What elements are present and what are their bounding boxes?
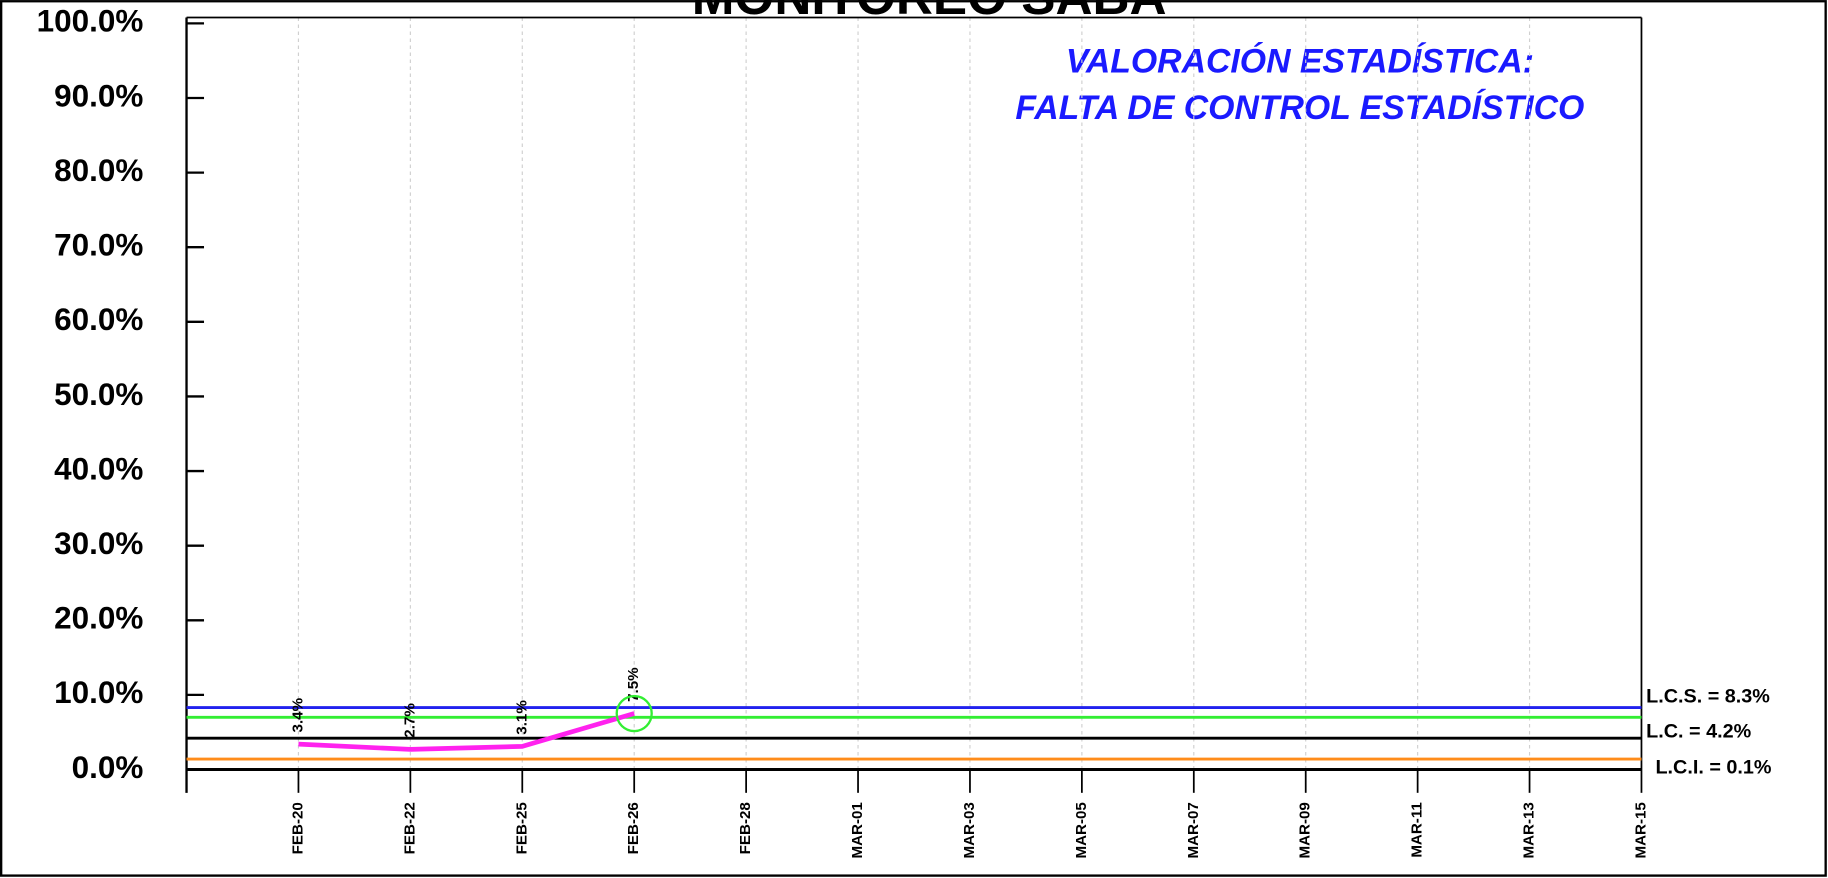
data-label: 3.4% — [289, 697, 306, 732]
x-tick-label: MAR-13 — [1521, 802, 1538, 858]
y-tick-label: 70.0% — [54, 228, 143, 263]
x-tick-label: MAR-11 — [1409, 802, 1426, 858]
annotation: VALORACIÓN ESTADÍSTICA: — [1066, 42, 1534, 80]
highlight-circle — [615, 694, 653, 733]
x-tick-label: MAR-03 — [961, 802, 978, 858]
y-tick-label: 0.0% — [72, 750, 144, 785]
x-tick-label: MAR-09 — [1297, 802, 1314, 858]
y-tick-label: 60.0% — [54, 302, 143, 337]
x-tick-label: MAR-07 — [1185, 802, 1202, 858]
y-tick-label: 50.0% — [54, 377, 143, 412]
x-tick-label: FEB-25 — [513, 802, 530, 854]
x-tick-label: FEB-28 — [737, 802, 754, 854]
annotation: FALTA DE CONTROL ESTADÍSTICO — [1015, 89, 1584, 127]
limit-label: L.C.I. = 0.1% — [1655, 757, 1771, 779]
y-tick-label: 40.0% — [54, 451, 143, 486]
y-tick-label: 30.0% — [54, 526, 143, 561]
data-label: 3.1% — [513, 700, 530, 735]
y-tick-label: 100.0% — [37, 4, 144, 39]
limit-label: L.C.S. = 8.3% — [1646, 685, 1770, 707]
x-tick-label: MAR-01 — [849, 802, 866, 858]
limit-label: L.C. = 4.2% — [1646, 720, 1751, 742]
x-tick-label: FEB-26 — [625, 802, 642, 854]
y-tick-label: 20.0% — [54, 601, 143, 636]
x-tick-label: FEB-20 — [289, 802, 306, 854]
y-tick-label: 10.0% — [54, 675, 143, 710]
x-tick-label: FEB-22 — [401, 802, 418, 854]
chart-title: MONITOREO SABA — [692, 0, 1167, 25]
y-tick-label: 80.0% — [54, 153, 143, 188]
data-line — [298, 711, 635, 752]
x-tick-label: MAR-15 — [1632, 802, 1649, 858]
y-tick-label: 90.0% — [54, 78, 143, 113]
data-label: 2.7% — [401, 703, 418, 738]
data-label: 7.5% — [625, 667, 642, 702]
x-tick-label: MAR-05 — [1073, 802, 1090, 858]
